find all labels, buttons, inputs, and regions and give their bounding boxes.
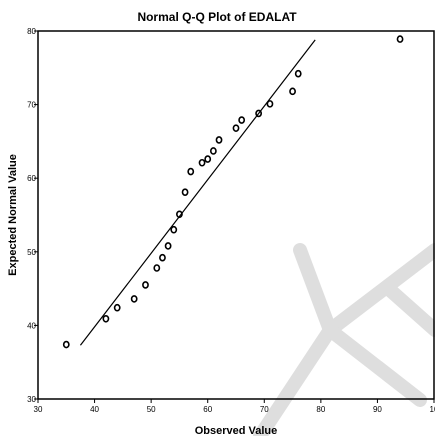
- data-point: [255, 109, 263, 118]
- x-tick-label: 80: [316, 405, 325, 414]
- data-point: [204, 155, 212, 163]
- data-point: [153, 264, 161, 272]
- data-point: [159, 253, 166, 262]
- data-point: [113, 303, 121, 312]
- data-point: [170, 225, 178, 234]
- y-tick-label: 70: [27, 101, 36, 110]
- data-point: [187, 167, 195, 176]
- data-point: [164, 242, 172, 250]
- y-tick-label: 50: [27, 248, 36, 257]
- data-point: [176, 210, 183, 219]
- data-point: [142, 281, 149, 289]
- data-point: [238, 116, 246, 124]
- data-point: [294, 69, 302, 78]
- x-tick-label: 10: [430, 405, 435, 414]
- data-point: [102, 314, 110, 323]
- data-point: [198, 158, 206, 167]
- chart-title: Normal Q-Q Plot of EDALAT: [137, 10, 297, 24]
- data-point: [215, 136, 223, 144]
- y-tick-label: 30: [27, 395, 36, 404]
- x-tick-label: 90: [373, 405, 382, 414]
- data-point: [181, 188, 189, 196]
- x-tick-label: 50: [147, 405, 156, 414]
- data-point: [209, 147, 217, 155]
- data-point: [130, 295, 138, 303]
- y-tick-label: 80: [27, 27, 36, 36]
- watermark-graphic: [253, 243, 435, 436]
- data-point: [266, 100, 274, 108]
- data-point: [62, 340, 70, 349]
- y-tick-label: 60: [27, 174, 36, 183]
- data-point: [396, 35, 404, 43]
- x-axis: 30 40 50 60 70 80 90 10: [34, 399, 435, 414]
- x-tick-label: 30: [34, 405, 43, 414]
- x-tick-label: 40: [90, 405, 99, 414]
- x-axis-label: Observed Value: [195, 425, 278, 436]
- x-tick-label: 70: [260, 405, 269, 414]
- reference-line: [79, 39, 316, 346]
- x-tick-label: 60: [203, 405, 212, 414]
- data-point: [289, 87, 296, 96]
- y-axis: 30 40 50 60 70 80: [27, 27, 38, 404]
- data-points: [62, 35, 404, 349]
- data-point: [232, 124, 240, 132]
- y-axis-label: Expected Normal Value: [7, 154, 19, 276]
- plot-frame: [37, 30, 435, 400]
- y-tick-label: 40: [27, 321, 36, 330]
